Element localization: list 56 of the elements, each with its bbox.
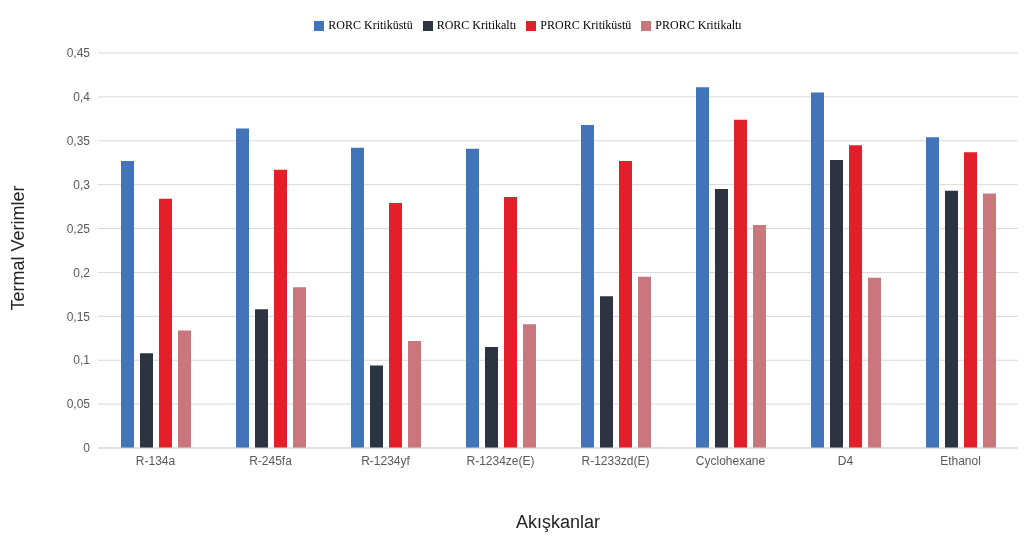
legend-label: RORC Kritiküstü <box>328 18 413 32</box>
bar <box>945 190 958 448</box>
x-tick-label: R-245fa <box>249 453 293 468</box>
y-tick-label: 0,35 <box>66 134 91 149</box>
bar <box>121 160 134 448</box>
y-tick-label: 0,45 <box>66 46 91 61</box>
bar <box>140 353 153 448</box>
bar <box>830 160 843 448</box>
bar <box>811 92 824 448</box>
bar <box>389 203 402 448</box>
y-tick-label: 0 <box>83 441 91 456</box>
x-tick-label: Cyclohexane <box>695 453 766 468</box>
bar <box>293 287 306 448</box>
bar <box>504 196 517 448</box>
bar <box>466 148 479 448</box>
bar <box>619 160 632 448</box>
bar <box>638 276 651 448</box>
bar <box>983 193 996 448</box>
y-tick-label: 0,4 <box>73 90 91 105</box>
bar <box>964 152 977 448</box>
x-tick-label: R-1233zd(E) <box>581 453 650 468</box>
bar <box>849 145 862 448</box>
bar <box>926 137 939 448</box>
y-axis-title: Termal Verimler <box>8 185 29 311</box>
bar <box>523 324 536 448</box>
y-tick-label: 0,05 <box>66 397 91 412</box>
bar <box>753 225 766 448</box>
bar <box>351 147 364 448</box>
y-tick-label: 0,15 <box>66 309 91 324</box>
y-tick-label: 0,1 <box>73 353 91 368</box>
x-tick-label: Ethanol <box>940 453 981 468</box>
x-axis-title: Akışkanlar <box>515 512 601 532</box>
bar <box>696 87 709 448</box>
x-tick-label: R-1234yf <box>361 453 411 468</box>
x-tick-label: R-1234ze(E) <box>466 453 535 468</box>
bar <box>408 340 421 448</box>
bar <box>370 365 383 448</box>
x-tick-label: D4 <box>837 453 854 468</box>
legend-label: PRORC Kritiküstü <box>540 18 632 32</box>
bar <box>734 119 747 448</box>
legend-label: RORC Kritikaltı <box>436 18 517 32</box>
bar <box>868 277 881 448</box>
bar <box>600 296 613 448</box>
bar <box>159 198 172 448</box>
legend-label: PRORC Kritikaltı <box>655 18 742 32</box>
y-tick-label: 0,2 <box>73 265 91 280</box>
y-tick-label: 0,3 <box>73 177 91 192</box>
bar <box>485 347 498 448</box>
bar <box>715 189 728 448</box>
y-tick-label: 0,25 <box>66 221 91 236</box>
bar <box>255 309 268 448</box>
bar <box>178 330 191 448</box>
bar <box>236 128 249 448</box>
bar <box>581 124 594 448</box>
bar <box>274 169 287 448</box>
x-tick-label: R-134a <box>135 453 176 468</box>
